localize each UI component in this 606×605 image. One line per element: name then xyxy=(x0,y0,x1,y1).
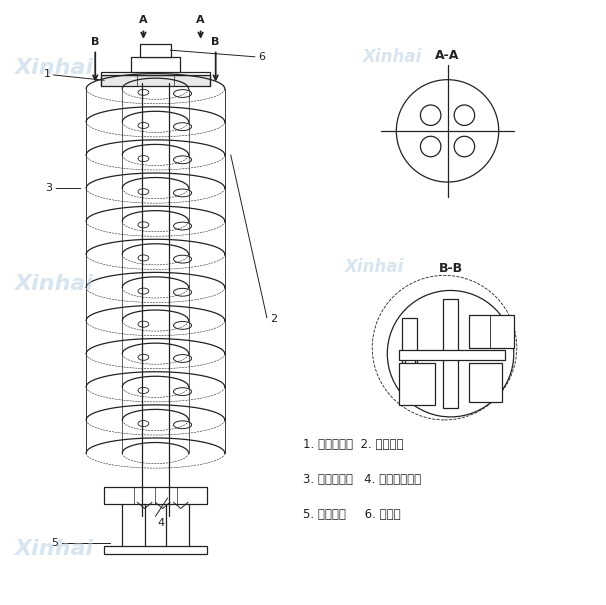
Ellipse shape xyxy=(138,420,149,427)
Ellipse shape xyxy=(173,189,191,197)
Text: Xinhai: Xinhai xyxy=(14,540,93,560)
Ellipse shape xyxy=(173,388,191,396)
Ellipse shape xyxy=(138,387,149,393)
Bar xyxy=(104,546,207,554)
Ellipse shape xyxy=(173,355,191,362)
Ellipse shape xyxy=(173,156,191,164)
Bar xyxy=(468,315,514,348)
Ellipse shape xyxy=(173,289,191,296)
Bar xyxy=(399,350,505,360)
Ellipse shape xyxy=(138,255,149,261)
Circle shape xyxy=(454,136,474,157)
Ellipse shape xyxy=(173,90,191,97)
Ellipse shape xyxy=(173,255,191,263)
Ellipse shape xyxy=(138,122,149,128)
Ellipse shape xyxy=(138,189,149,195)
Ellipse shape xyxy=(173,321,191,329)
Text: 2: 2 xyxy=(270,315,277,324)
Bar xyxy=(104,488,207,504)
Bar xyxy=(402,318,418,387)
Text: A-A: A-A xyxy=(435,48,460,62)
Bar xyxy=(132,57,179,72)
Text: 1: 1 xyxy=(44,69,104,80)
Ellipse shape xyxy=(138,90,149,96)
Circle shape xyxy=(454,105,474,125)
Ellipse shape xyxy=(138,288,149,294)
Circle shape xyxy=(387,290,514,417)
Text: A: A xyxy=(139,16,148,25)
Ellipse shape xyxy=(138,155,149,162)
Text: 3. 螺旋溜槽；   4. 产物截取器；: 3. 螺旋溜槽； 4. 产物截取器； xyxy=(303,473,421,486)
Bar xyxy=(101,72,210,75)
Circle shape xyxy=(421,136,441,157)
Circle shape xyxy=(396,80,499,182)
Text: 1. 槽钉机架；  2. 给矿槽；: 1. 槽钉机架； 2. 给矿槽； xyxy=(303,438,404,451)
Text: 5: 5 xyxy=(51,538,58,548)
Text: Xinhai: Xinhai xyxy=(345,258,405,276)
Ellipse shape xyxy=(138,355,149,361)
Ellipse shape xyxy=(173,222,191,230)
Text: 4: 4 xyxy=(158,518,164,528)
Text: 5. 接矿槽；     6. 分矿斗: 5. 接矿槽； 6. 分矿斗 xyxy=(303,508,401,521)
Text: 6: 6 xyxy=(258,52,265,62)
Bar xyxy=(468,363,502,402)
Bar xyxy=(399,363,436,405)
Text: A: A xyxy=(196,16,205,25)
Ellipse shape xyxy=(173,123,191,131)
Text: 3: 3 xyxy=(45,183,52,193)
Ellipse shape xyxy=(173,421,191,429)
Text: B: B xyxy=(91,36,99,47)
Bar xyxy=(141,44,170,57)
Text: Xinhai: Xinhai xyxy=(14,275,93,295)
Text: B-B: B-B xyxy=(439,263,462,275)
Ellipse shape xyxy=(138,321,149,327)
Bar xyxy=(101,75,210,86)
Text: Xinhai: Xinhai xyxy=(363,48,422,65)
Bar xyxy=(405,356,415,384)
Ellipse shape xyxy=(138,222,149,228)
Circle shape xyxy=(421,105,441,125)
Bar xyxy=(444,299,458,408)
Text: B: B xyxy=(211,36,220,47)
Text: Xinhai: Xinhai xyxy=(14,57,93,77)
